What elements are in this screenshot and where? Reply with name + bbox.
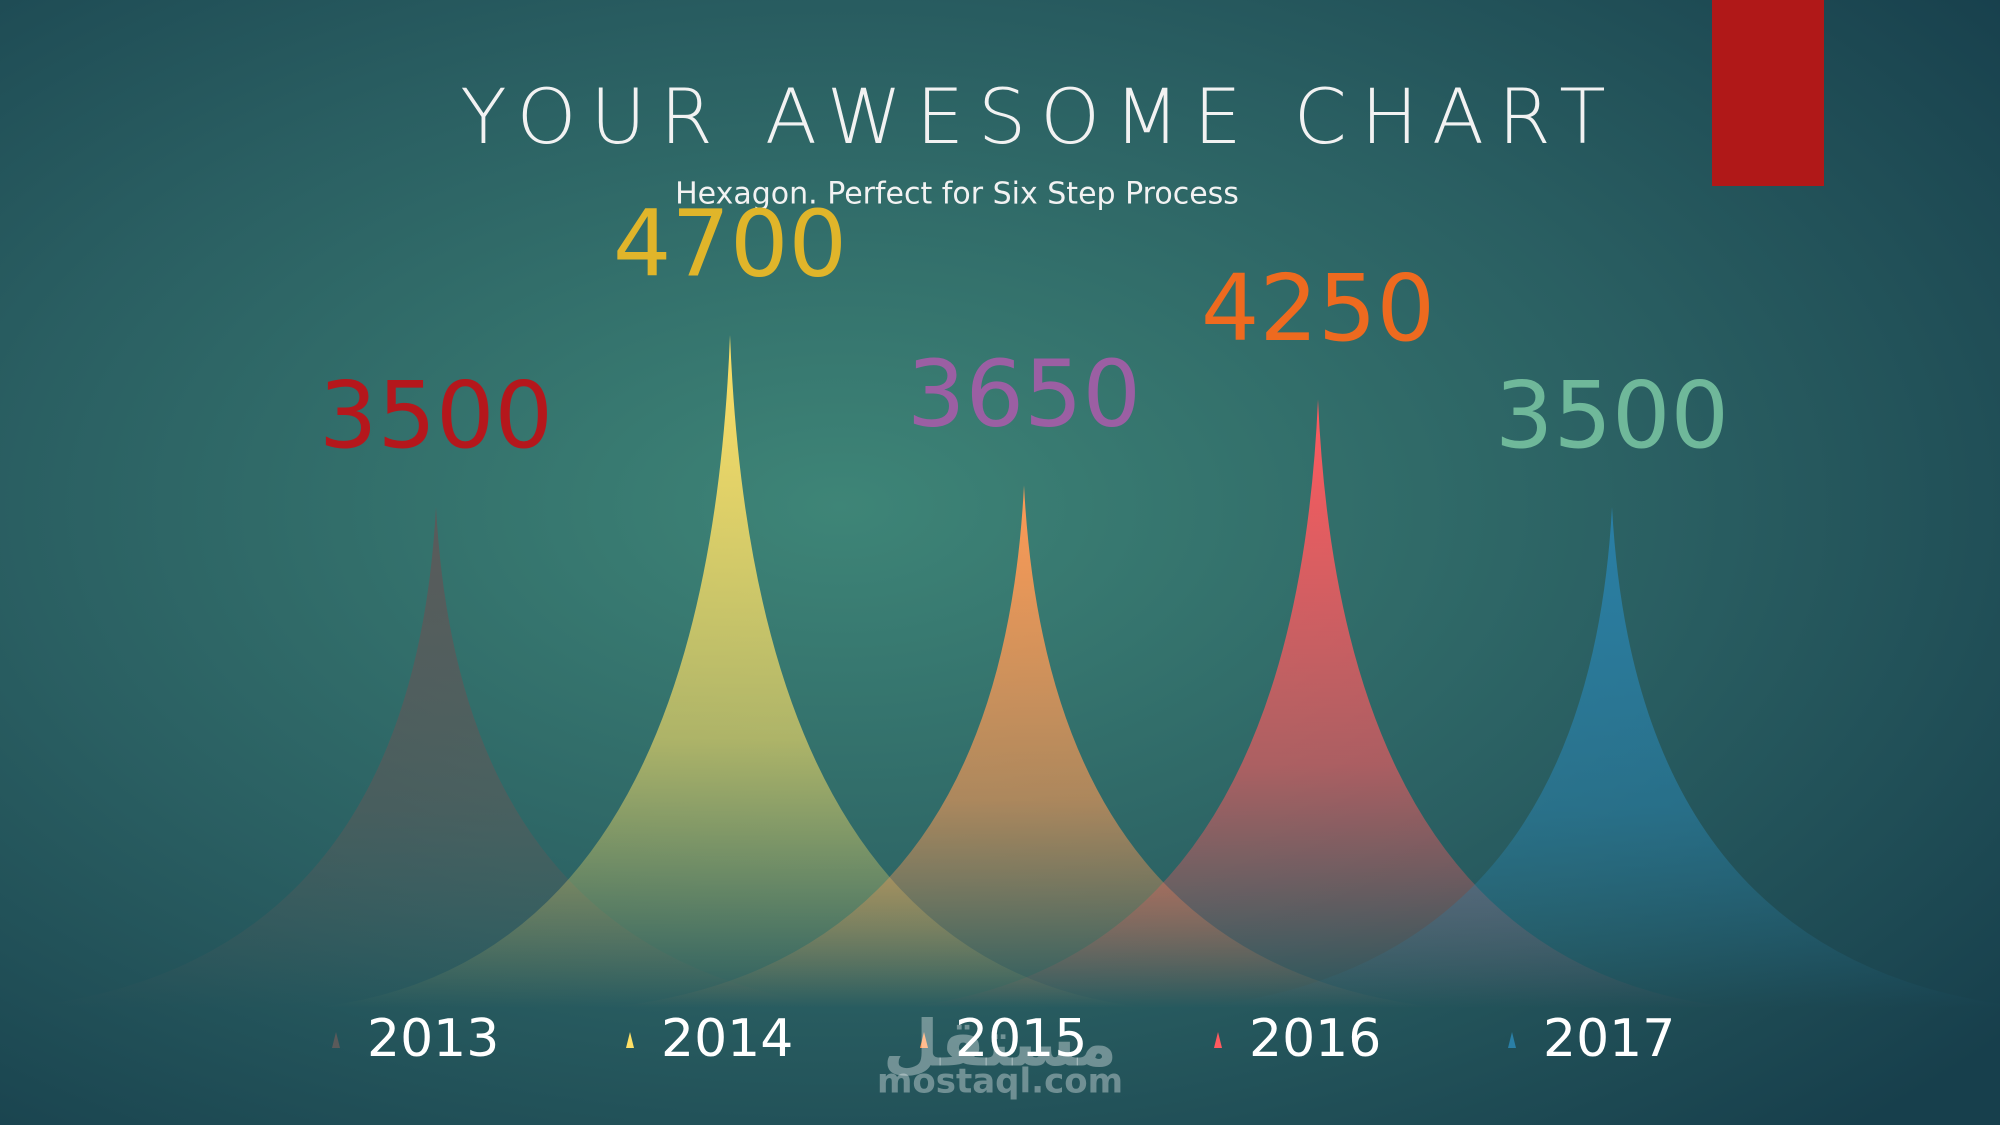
accent-bar: [1712, 0, 1824, 186]
x-tick-label: 2016: [1249, 1009, 1381, 1069]
chart-title: YOUR AWESOME CHART: [460, 72, 1619, 161]
plot-area: [16, 335, 2000, 1008]
value-label: 3500: [319, 362, 553, 469]
peak: [1192, 506, 2000, 1008]
value-label: 4700: [613, 190, 847, 297]
x-tick-label: 2015: [955, 1009, 1087, 1069]
peak: [310, 335, 1150, 1008]
watermark-logo: مستقل: [883, 1008, 1117, 1082]
peak: [898, 399, 1738, 1008]
peak: [604, 485, 1444, 1008]
legend-marker: [920, 1032, 928, 1048]
legend-marker: [1508, 1032, 1516, 1048]
value-label: 4250: [1201, 255, 1435, 362]
labels: 3500 2013 4700 2014 3650 2015 4250 2016 3500 2017: [319, 190, 1729, 1069]
x-tick-label: 2013: [367, 1009, 499, 1069]
x-tick-label: 2014: [661, 1009, 793, 1069]
x-tick-label: 2017: [1543, 1009, 1675, 1069]
value-label: 3500: [1495, 362, 1729, 469]
chart-subtitle: Hexagon. Perfect for Six Step Process: [675, 177, 1239, 212]
legend-marker: [626, 1032, 634, 1048]
peak: [16, 506, 856, 1008]
watermark: mostaql.com: [877, 1062, 1123, 1102]
legend-marker: [1214, 1032, 1222, 1048]
legend-marker: [332, 1032, 340, 1048]
value-label: 3650: [907, 341, 1141, 448]
